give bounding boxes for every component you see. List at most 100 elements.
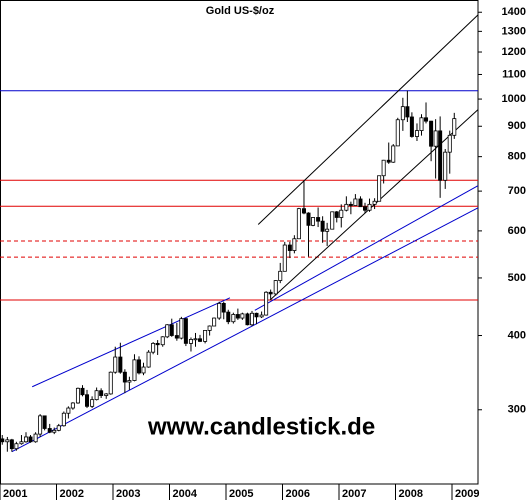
- candle-body: [249, 312, 254, 326]
- candle-body: [320, 220, 325, 232]
- candle-body: [23, 436, 28, 443]
- candle-body: [146, 351, 151, 368]
- candle-body: [179, 318, 184, 339]
- candle-body: [19, 441, 24, 445]
- candle-body: [254, 312, 259, 318]
- candle-body: [443, 151, 448, 181]
- candle-body: [377, 175, 382, 202]
- y-tick-label: 1000: [502, 93, 526, 105]
- candle-body: [419, 117, 424, 131]
- candle-body: [33, 433, 38, 443]
- candle-body: [278, 270, 283, 281]
- candle-body: [259, 314, 264, 318]
- y-tick-label: 400: [508, 329, 526, 341]
- x-tick-label: 2007: [342, 488, 366, 500]
- x-tick-label: 2002: [60, 488, 84, 500]
- candle-body: [372, 200, 377, 205]
- candle-body: [311, 217, 316, 226]
- candle-body: [264, 291, 269, 316]
- candle-body: [52, 429, 57, 433]
- candle-body: [348, 203, 353, 206]
- candle-body: [0, 438, 5, 443]
- candle-body: [136, 359, 141, 374]
- candle-body: [203, 330, 208, 342]
- trend-line: [32, 297, 231, 388]
- x-tick-label: 2001: [3, 488, 27, 500]
- candle-body: [14, 443, 19, 450]
- candle-body: [231, 314, 236, 323]
- candle-body: [405, 106, 410, 118]
- candle-body: [122, 371, 127, 383]
- x-tick-label: 2004: [173, 488, 198, 500]
- candle-body: [429, 120, 434, 147]
- y-tick-label: 300: [508, 404, 526, 416]
- candle-body: [188, 339, 193, 344]
- candle-body: [226, 311, 231, 323]
- candle-body: [358, 198, 363, 208]
- candle-body: [245, 313, 250, 326]
- candle-body: [438, 130, 443, 181]
- candle-body: [287, 244, 292, 251]
- candle-body: [38, 415, 43, 435]
- candle-body: [212, 317, 217, 327]
- candle-body: [5, 439, 10, 443]
- y-tick-label: 1200: [502, 46, 526, 58]
- candle-body: [400, 106, 405, 121]
- candle-body: [61, 412, 66, 427]
- y-tick-label: 600: [508, 225, 526, 237]
- candle-body: [70, 402, 75, 409]
- candle-body: [325, 228, 330, 232]
- candle-body: [273, 280, 278, 295]
- candle-body: [207, 325, 212, 331]
- candle-body: [301, 208, 306, 214]
- x-tick-label: 2003: [116, 488, 140, 500]
- candle-body: [217, 303, 222, 319]
- candle-body: [108, 371, 113, 395]
- candle-body: [296, 208, 301, 240]
- candle-body: [240, 313, 245, 319]
- candle-body: [198, 338, 203, 342]
- candle-body: [381, 159, 386, 177]
- candle-body: [339, 209, 344, 218]
- candle-body: [193, 338, 198, 341]
- candle-body: [452, 118, 457, 136]
- candle-body: [56, 425, 61, 431]
- x-tick-label: 2006: [286, 488, 310, 500]
- candle-body: [316, 217, 321, 222]
- candle-body: [47, 428, 52, 433]
- candle-body: [344, 203, 349, 211]
- candle-body: [386, 159, 391, 163]
- trend-line: [269, 109, 479, 301]
- candle-body: [282, 244, 287, 272]
- candle-body: [90, 399, 95, 407]
- candle-body: [221, 303, 226, 313]
- candle-body: [75, 387, 80, 404]
- y-tick-label: 1100: [502, 68, 526, 80]
- candle-body: [414, 130, 419, 137]
- trend-line: [254, 185, 479, 311]
- candle-body: [155, 342, 160, 346]
- candle-body: [169, 324, 174, 336]
- candle-body: [127, 380, 132, 383]
- candle-body: [292, 238, 297, 251]
- y-tick-label: 1400: [502, 6, 526, 18]
- candle-body: [409, 116, 414, 137]
- candle-body: [235, 314, 240, 319]
- plot-frame: [0, 0, 479, 485]
- x-tick-label: 2009: [455, 488, 479, 500]
- y-tick-label: 800: [508, 151, 526, 163]
- x-tick-label: 2005: [229, 488, 253, 500]
- candle-body: [66, 407, 71, 414]
- candle-body: [424, 117, 429, 122]
- candle-body: [118, 356, 123, 373]
- y-tick-label: 1300: [502, 25, 526, 37]
- candle-body: [99, 390, 104, 396]
- candle-body: [306, 212, 311, 226]
- trend-line: [257, 14, 479, 225]
- candle-body: [391, 145, 396, 163]
- candle-body: [132, 359, 137, 381]
- y-tick-label: 500: [508, 272, 526, 284]
- candle-body: [367, 203, 372, 211]
- candle-body: [174, 335, 179, 339]
